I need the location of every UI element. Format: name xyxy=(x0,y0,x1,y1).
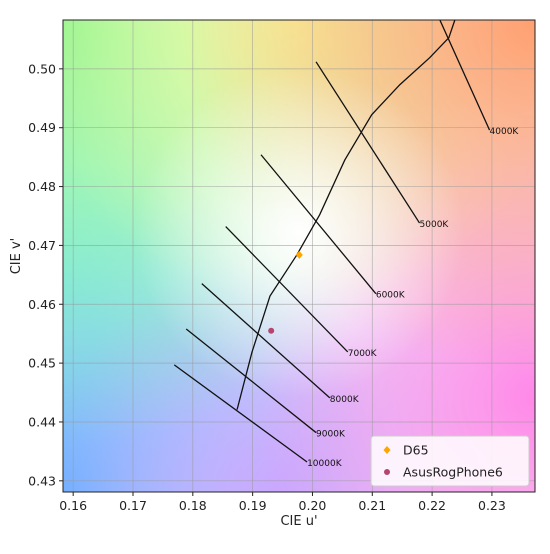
data-point xyxy=(295,250,303,259)
y-tick-label: 0.44 xyxy=(28,414,56,429)
isotherm-line xyxy=(225,226,349,353)
isotherm-line xyxy=(315,61,421,224)
isotherm-line xyxy=(185,328,317,434)
legend-box xyxy=(370,435,530,487)
legend-label: D65 xyxy=(403,443,429,458)
isotherm-line xyxy=(439,20,491,131)
isotherm-label: 9000K xyxy=(316,430,346,440)
isotherm-label: 6000K xyxy=(376,291,406,301)
x-tick-label: 0.23 xyxy=(478,498,506,513)
y-tick-label: 0.46 xyxy=(28,297,56,312)
data-point xyxy=(268,327,275,334)
y-tick-label: 0.45 xyxy=(28,356,56,371)
x-tick-label: 0.18 xyxy=(179,498,207,513)
isotherm-label: 4000K xyxy=(490,127,520,137)
y-tick-label: 0.47 xyxy=(28,238,56,253)
isotherm-line xyxy=(173,364,308,463)
x-tick-label: 0.17 xyxy=(119,498,147,513)
isotherm-label: 7000K xyxy=(348,349,378,359)
x-tick-label: 0.21 xyxy=(358,498,386,513)
x-tick-label: 0.16 xyxy=(59,498,87,513)
y-tick-label: 0.49 xyxy=(28,120,56,135)
plot-frame xyxy=(62,19,536,493)
x-axis-label: CIE u' xyxy=(280,514,317,529)
legend-label: AsusRogPhone6 xyxy=(403,465,503,480)
isotherm-line xyxy=(260,154,377,295)
isotherm-label: 8000K xyxy=(330,395,360,405)
x-tick-label: 0.19 xyxy=(239,498,267,513)
x-tick-label: 0.20 xyxy=(299,498,327,513)
plot-area xyxy=(63,20,535,492)
isotherm-label: 10000K xyxy=(307,459,343,469)
y-tick-label: 0.48 xyxy=(28,179,56,194)
y-tick-label: 0.43 xyxy=(28,473,56,488)
y-axis-label: CIE v' xyxy=(9,238,24,275)
y-tick-label: 0.50 xyxy=(28,61,56,76)
isotherm-line xyxy=(201,283,331,399)
x-tick-label: 0.22 xyxy=(418,498,446,513)
planckian-locus xyxy=(236,20,456,410)
isotherm-label: 5000K xyxy=(420,220,450,230)
legend-symbol xyxy=(383,446,391,454)
legend-symbol xyxy=(384,469,390,475)
